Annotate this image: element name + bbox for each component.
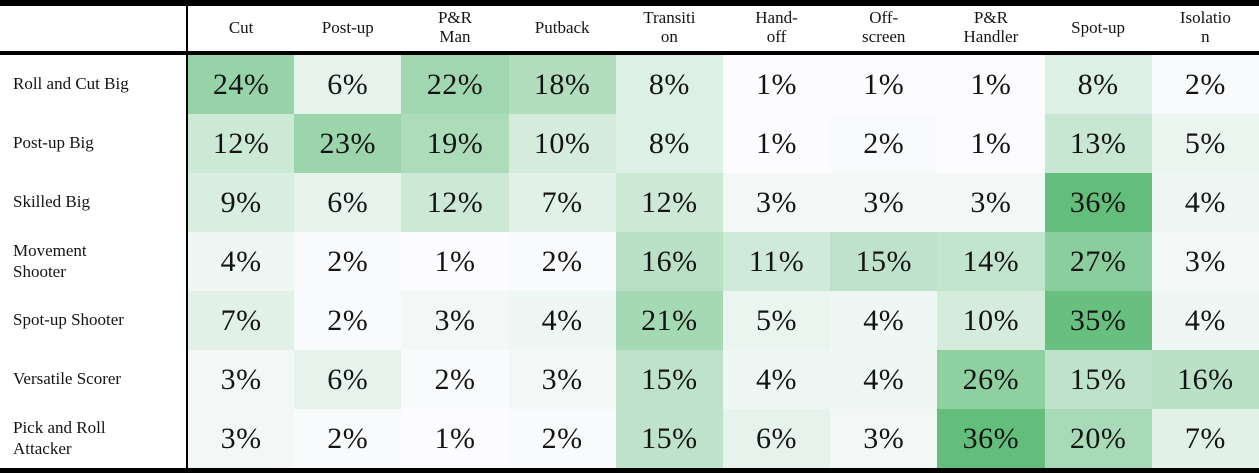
heatmap-cell: 12 — [615, 173, 723, 232]
heatmap-cell: 11 — [722, 232, 831, 291]
row-label: Skilled Big — [0, 173, 188, 232]
column-header-spot-up: Spot-up — [1044, 3, 1152, 55]
heatmap-cell: 21 — [615, 291, 723, 350]
heatmap-cell: 6 — [294, 53, 402, 114]
heatmap-cell: 2 — [1151, 53, 1259, 114]
heatmap-cell: 8 — [615, 53, 723, 114]
play-type-frequency-heatmap: Cut Post-up P&R Man Putback Transiti on Hand-… — [0, 0, 1259, 459]
heatmap-cell: 3 — [830, 409, 938, 471]
heatmap-cell: 1 — [722, 53, 831, 114]
heatmap-cell: 36 — [937, 409, 1045, 471]
heatmap-cell: 3 — [401, 291, 509, 350]
column-header-putback: Putback — [508, 3, 616, 55]
heatmap-cell: 4 — [722, 350, 831, 409]
heatmap-cell: 2 — [294, 409, 402, 471]
column-header-p-r-handler: P&R Handler — [937, 3, 1045, 55]
column-header-isolation: Isolatio n — [1151, 3, 1259, 55]
heatmap-cell: 8 — [1044, 53, 1152, 114]
heatmap-cell: 2 — [508, 409, 616, 471]
heatmap-cell: 26 — [937, 350, 1045, 409]
corner-cell — [0, 3, 188, 55]
heatmap-cell: 22 — [401, 53, 509, 114]
heatmap-cell: 8 — [615, 114, 723, 173]
heatmap-cell: 15 — [615, 350, 723, 409]
heatmap-cell: 2 — [401, 350, 509, 409]
heatmap-cell: 7 — [187, 291, 295, 350]
heatmap-cell: 36 — [1044, 173, 1152, 232]
heatmap-cell: 14 — [937, 232, 1045, 291]
heatmap-cell: 1 — [937, 53, 1045, 114]
row-label: Movement Shooter — [0, 232, 188, 291]
heatmap-cell: 3 — [187, 350, 295, 409]
heatmap-cell: 9 — [187, 173, 295, 232]
table-row-skilled-big: Skilled Big9612712333364 — [0, 173, 1259, 232]
heatmap-cell: 1 — [937, 114, 1045, 173]
heatmap-cell: 3 — [187, 409, 295, 471]
heatmap-cell: 15 — [615, 409, 723, 471]
heatmap-cell: 3 — [722, 173, 831, 232]
heatmap-cell: 5 — [1151, 114, 1259, 173]
heatmap-cell: 10 — [508, 114, 616, 173]
heatmap-cell: 27 — [1044, 232, 1152, 291]
heatmap-cell: 10 — [937, 291, 1045, 350]
heatmap-cell: 1 — [830, 53, 938, 114]
heatmap-cell: 15 — [830, 232, 938, 291]
heatmap-cell: 35 — [1044, 291, 1152, 350]
table-row-spot-up-shooter: Spot-up Shooter7234215410354 — [0, 291, 1259, 350]
heatmap-cell: 7 — [1151, 409, 1259, 471]
column-header-transition: Transiti on — [615, 3, 723, 55]
heatmap-cell: 1 — [401, 409, 509, 471]
heatmap-cell: 3 — [830, 173, 938, 232]
heatmap-cell: 1 — [401, 232, 509, 291]
heatmap-cell: 24 — [187, 53, 295, 114]
heatmap-cell: 2 — [294, 291, 402, 350]
heatmap-cell: 6 — [722, 409, 831, 471]
heatmap-cell: 4 — [508, 291, 616, 350]
heatmap-cell: 6 — [294, 350, 402, 409]
heatmap-cell: 2 — [294, 232, 402, 291]
heatmap-cell: 3 — [1151, 232, 1259, 291]
heatmap-cell: 13 — [1044, 114, 1152, 173]
column-header-post-up: Post-up — [294, 3, 402, 55]
row-label: Pick and Roll Attacker — [0, 409, 188, 471]
heatmap-cell: 4 — [830, 350, 938, 409]
row-label: Spot-up Shooter — [0, 291, 188, 350]
table-body: Roll and Cut Big2462218811182Post-up Big… — [0, 53, 1259, 471]
table-row-roll-and-cut-big: Roll and Cut Big2462218811182 — [0, 53, 1259, 114]
row-label: Post-up Big — [0, 114, 188, 173]
heatmap-cell: 4 — [1151, 291, 1259, 350]
header-row: Cut Post-up P&R Man Putback Transiti on Hand-… — [0, 3, 1259, 55]
heatmap-cell: 12 — [401, 173, 509, 232]
heatmap-cell: 15 — [1044, 350, 1152, 409]
heatmap-cell: 16 — [615, 232, 723, 291]
table-row-movement-shooter: Movement Shooter421216111514273 — [0, 232, 1259, 291]
column-header-p-r-man: P&R Man — [401, 3, 509, 55]
table-row-pick-and-roll-attacker: Pick and Roll Attacker3212156336207 — [0, 409, 1259, 471]
row-label: Roll and Cut Big — [0, 53, 188, 114]
heatmap-cell: 2 — [508, 232, 616, 291]
heatmap-cell: 7 — [508, 173, 616, 232]
table-row-versatile-scorer: Versatile Scorer36231544261516 — [0, 350, 1259, 409]
heatmap-cell: 6 — [294, 173, 402, 232]
column-header-cut: Cut — [187, 3, 295, 55]
column-header-hand-off: Hand- off — [722, 3, 831, 55]
heatmap-cell: 4 — [187, 232, 295, 291]
heatmap-cell: 18 — [508, 53, 616, 114]
row-label: Versatile Scorer — [0, 350, 188, 409]
heatmap-cell: 5 — [722, 291, 831, 350]
heatmap-cell: 3 — [937, 173, 1045, 232]
heatmap-cell: 4 — [1151, 173, 1259, 232]
column-header-off-screen: Off- screen — [830, 3, 938, 55]
heatmap-cell: 12 — [187, 114, 295, 173]
heatmap-cell: 20 — [1044, 409, 1152, 471]
heatmap-cell: 23 — [294, 114, 402, 173]
heatmap-cell: 19 — [401, 114, 509, 173]
heatmap-cell: 1 — [722, 114, 831, 173]
heatmap-cell: 2 — [830, 114, 938, 173]
table-row-post-up-big: Post-up Big122319108121135 — [0, 114, 1259, 173]
heatmap-cell: 16 — [1151, 350, 1259, 409]
heatmap-cell: 4 — [830, 291, 938, 350]
heatmap-cell: 3 — [508, 350, 616, 409]
